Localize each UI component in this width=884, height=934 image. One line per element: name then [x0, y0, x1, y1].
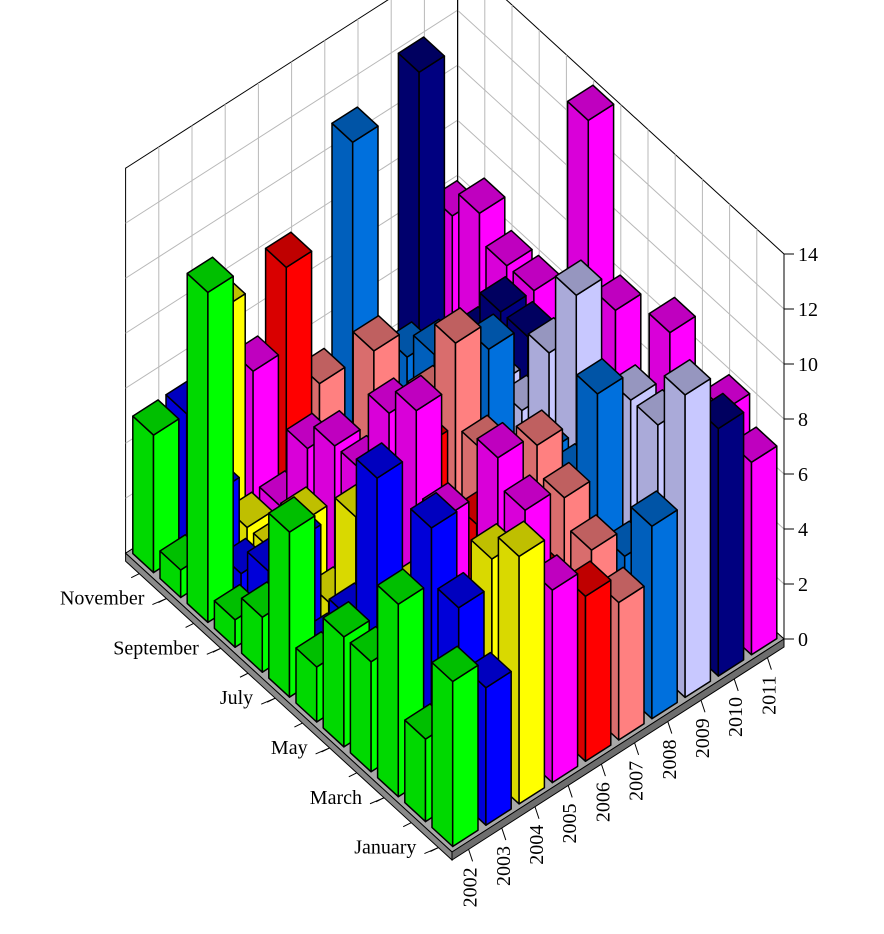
year-tick-mark — [667, 721, 673, 734]
bar-2002-january — [431, 645, 479, 848]
year-tick-mark — [468, 849, 474, 862]
month-tick-label: September — [113, 637, 199, 659]
month-minor-tick — [185, 623, 194, 628]
bar-2005-december — [231, 335, 280, 510]
year-tick-mark — [634, 742, 640, 756]
year-tick-mark — [534, 806, 540, 819]
year-tick-label: 2008 — [659, 740, 681, 780]
floor-side-left — [125, 552, 453, 862]
year-tick-label: 2003 — [493, 846, 515, 886]
z-tick-label: 6 — [798, 464, 808, 486]
month-minor-tick — [266, 697, 276, 703]
month-minor-tick — [130, 573, 140, 579]
axis-labels-group: 0 2 4 6 8 10 12 14 January March May July September N… — [60, 244, 818, 907]
month-tick-label: January — [354, 837, 416, 859]
z-tick-label: 4 — [798, 519, 808, 541]
z-tick-label: 10 — [798, 354, 818, 376]
month-tick-label: May — [271, 737, 308, 759]
month-tick-label: November — [60, 588, 145, 610]
month-minor-tick — [212, 647, 222, 653]
z-tick-label: 12 — [798, 299, 818, 321]
year-tick-mark — [600, 763, 606, 777]
year-tick-label: 2010 — [725, 697, 747, 737]
month-minor-tick — [294, 722, 303, 728]
z-tick-label: 14 — [798, 244, 818, 266]
year-tick-label: 2005 — [559, 804, 581, 844]
year-tick-mark — [567, 785, 573, 798]
bars-group — [132, 36, 778, 848]
z-tick-label: 2 — [798, 574, 808, 596]
month-minor-tick — [375, 797, 385, 803]
month-minor-tick — [402, 822, 412, 828]
bar-2002-october — [186, 256, 234, 624]
year-tick-mark — [501, 827, 507, 841]
month-minor-tick — [430, 847, 439, 852]
year-tick-label: 2006 — [592, 782, 614, 822]
year-tick-label: 2011 — [758, 676, 780, 715]
year-tick-label: 2002 — [460, 867, 482, 907]
z-tick-label: 0 — [798, 629, 808, 651]
month-minor-tick — [321, 747, 330, 753]
month-minor-tick — [158, 598, 167, 603]
year-tick-mark — [766, 657, 772, 670]
bar-2010-december — [397, 36, 446, 403]
year-tick-label: 2009 — [692, 718, 714, 758]
month-minor-tick — [348, 772, 358, 778]
month-tick-label: March — [310, 787, 362, 809]
z-tick-label: 8 — [798, 409, 808, 431]
year-tick-mark — [700, 700, 706, 713]
year-tick-label: 2007 — [626, 761, 648, 801]
year-tick-mark — [733, 678, 739, 692]
month-tick-label: July — [220, 687, 253, 709]
month-minor-tick — [239, 672, 249, 678]
year-tick-label: 2004 — [526, 825, 548, 865]
